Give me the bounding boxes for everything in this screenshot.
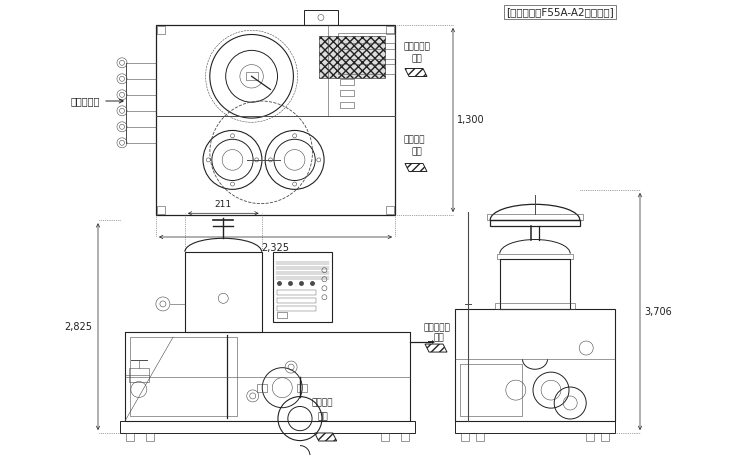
Bar	[157, 206, 165, 214]
Bar	[381, 433, 389, 441]
Circle shape	[230, 182, 235, 186]
Text: 2,325: 2,325	[261, 243, 289, 253]
Circle shape	[292, 134, 297, 138]
Bar	[455, 421, 615, 433]
Bar	[157, 26, 165, 34]
Polygon shape	[425, 344, 447, 352]
Text: （ろ過液）: （ろ過液）	[423, 323, 450, 332]
Bar	[500, 258, 571, 309]
Bar	[185, 252, 262, 332]
Polygon shape	[405, 163, 427, 172]
Bar	[601, 433, 609, 441]
Bar	[125, 332, 410, 421]
Text: 入口: 入口	[411, 147, 422, 156]
Polygon shape	[405, 69, 427, 76]
Bar	[455, 309, 615, 421]
Bar	[258, 384, 267, 392]
Bar	[586, 433, 594, 441]
Text: （原液）: （原液）	[403, 136, 425, 145]
Bar	[278, 312, 287, 318]
Bar	[278, 306, 317, 311]
Bar	[337, 33, 395, 43]
Bar	[340, 102, 354, 108]
Bar	[337, 49, 395, 59]
Circle shape	[117, 58, 127, 68]
Bar	[460, 364, 522, 416]
Bar	[246, 72, 258, 80]
Bar	[278, 298, 317, 303]
Bar	[401, 433, 409, 441]
Text: 3,706: 3,706	[644, 307, 672, 317]
Bar	[337, 64, 395, 74]
Bar	[461, 433, 469, 441]
Circle shape	[117, 138, 127, 148]
Bar	[146, 433, 154, 441]
Bar	[278, 290, 317, 295]
Circle shape	[206, 158, 210, 162]
Circle shape	[230, 134, 235, 138]
FancyArrow shape	[428, 340, 435, 344]
Bar	[340, 79, 354, 85]
Text: 出口: 出口	[433, 333, 444, 342]
Text: 入口: 入口	[317, 413, 329, 422]
Circle shape	[317, 158, 320, 162]
Text: 1,300: 1,300	[457, 115, 485, 125]
Bar	[297, 384, 307, 392]
Text: 計装エアー: 計装エアー	[70, 96, 100, 106]
Bar	[120, 421, 415, 433]
Bar	[476, 433, 484, 441]
Text: 2,825: 2,825	[64, 322, 92, 332]
Bar	[126, 433, 134, 441]
Text: [外形寸法はF55A-A2の例です]: [外形寸法はF55A-A2の例です]	[506, 7, 614, 17]
Bar	[340, 91, 354, 96]
Bar	[497, 253, 574, 258]
Bar	[495, 303, 575, 309]
Circle shape	[117, 90, 127, 100]
Bar	[318, 36, 386, 78]
Circle shape	[117, 122, 127, 132]
Circle shape	[292, 182, 297, 186]
Bar	[130, 337, 237, 416]
Bar	[304, 10, 337, 25]
Bar	[490, 220, 580, 226]
Text: 出口: 出口	[411, 54, 422, 63]
Polygon shape	[314, 433, 337, 441]
Bar	[156, 25, 395, 215]
Text: 211: 211	[215, 200, 232, 209]
Circle shape	[269, 158, 272, 162]
Circle shape	[117, 74, 127, 84]
Bar	[129, 368, 149, 381]
Bar	[386, 206, 394, 214]
Circle shape	[117, 106, 127, 116]
Bar	[273, 252, 332, 322]
Bar	[487, 214, 583, 220]
Circle shape	[255, 158, 258, 162]
Bar	[386, 26, 394, 34]
Text: （ろ過液）: （ろ過液）	[403, 43, 430, 52]
Text: （原液）: （原液）	[312, 398, 333, 407]
